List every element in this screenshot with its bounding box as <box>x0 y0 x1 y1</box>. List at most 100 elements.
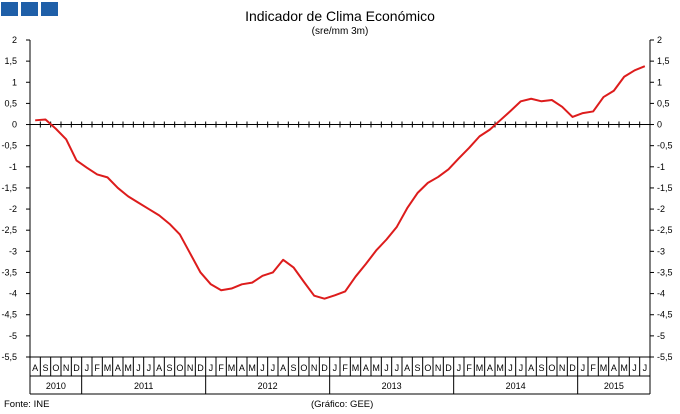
month-label: J <box>209 363 214 373</box>
year-label: 2012 <box>258 381 278 391</box>
month-label: J <box>384 363 389 373</box>
year-label: 2011 <box>134 381 153 391</box>
y-tick-label-left: -0,5 <box>1 141 17 151</box>
logo-block-1 <box>1 2 18 16</box>
month-label: A <box>239 363 245 373</box>
month-label: J <box>147 363 152 373</box>
month-label: M <box>600 363 608 373</box>
series-line <box>35 65 646 300</box>
chart-subtitle: (sre/mm 3m) <box>311 26 369 37</box>
month-label: O <box>300 363 307 373</box>
y-tick-label-right: -1,5 <box>657 183 673 193</box>
month-label: M <box>248 363 256 373</box>
month-label: S <box>538 363 544 373</box>
month-label: F <box>342 363 348 373</box>
y-tick-label-right: -4 <box>657 289 665 299</box>
source-note: Fonte: INE <box>4 399 50 410</box>
month-label: N <box>435 363 442 373</box>
y-tick-label-left: 0,5 <box>4 98 17 108</box>
month-label: M <box>352 363 360 373</box>
month-label: A <box>611 363 617 373</box>
month-label: M <box>372 363 380 373</box>
chart-title: Indicador de Clima Económico <box>245 8 435 24</box>
y-tick-label-left: -3 <box>9 246 17 256</box>
month-label: A <box>280 363 286 373</box>
y-tick-label-right: -2 <box>657 204 665 214</box>
year-label: 2013 <box>382 381 402 391</box>
month-label: D <box>73 363 80 373</box>
month-label: J <box>581 363 586 373</box>
month-label: J <box>508 363 513 373</box>
month-label: S <box>42 363 48 373</box>
y-tick-label-right: -3 <box>657 246 665 256</box>
logo-block-3 <box>41 2 58 16</box>
y-tick-label-right: -0,5 <box>657 141 673 151</box>
y-tick-label-left: -1,5 <box>1 183 17 193</box>
y-tick-label-right: 0 <box>657 120 662 130</box>
month-label: N <box>311 363 318 373</box>
month-label: M <box>496 363 504 373</box>
month-label: F <box>590 363 596 373</box>
y-tick-label-right: -4,5 <box>657 310 673 320</box>
month-label: N <box>187 363 194 373</box>
y-tick-label-left: -3,5 <box>1 267 17 277</box>
month-label: M <box>104 363 112 373</box>
month-label: J <box>136 363 141 373</box>
y-tick-label-right: 2 <box>657 35 662 45</box>
month-label: O <box>548 363 555 373</box>
month-label: M <box>476 363 484 373</box>
month-label: M <box>124 363 132 373</box>
y-tick-label-left: -5 <box>9 331 17 341</box>
month-label: M <box>620 363 628 373</box>
month-label: O <box>176 363 183 373</box>
year-label: 2010 <box>46 381 66 391</box>
y-tick-label-right: -3,5 <box>657 267 673 277</box>
y-tick-label-left: -2,5 <box>1 225 17 235</box>
month-label: F <box>94 363 100 373</box>
month-label: A <box>404 363 410 373</box>
month-label: J <box>260 363 265 373</box>
month-label: A <box>115 363 121 373</box>
y-tick-label-left: 1,5 <box>4 56 17 66</box>
month-label: D <box>569 363 576 373</box>
month-label: S <box>290 363 296 373</box>
month-label: J <box>395 363 400 373</box>
month-label: D <box>321 363 328 373</box>
y-tick-label-right: -5 <box>657 331 665 341</box>
month-label: D <box>445 363 452 373</box>
month-label: M <box>228 363 236 373</box>
y-tick-label-left: -4,5 <box>1 310 17 320</box>
y-tick-label-right: 1 <box>657 77 662 87</box>
y-tick-label-left: -1 <box>9 162 17 172</box>
month-label: J <box>271 363 276 373</box>
month-label: D <box>197 363 204 373</box>
month-label: S <box>166 363 172 373</box>
month-label: O <box>424 363 431 373</box>
month-label: J <box>519 363 524 373</box>
y-tick-label-right: 1,5 <box>657 56 670 66</box>
y-tick-label-left: 2 <box>12 35 17 45</box>
month-label: A <box>32 363 38 373</box>
y-tick-label-right: -1 <box>657 162 665 172</box>
year-label: 2014 <box>506 381 526 391</box>
month-label: O <box>52 363 59 373</box>
chart-credit: (Gráfico: GEE) <box>311 399 374 410</box>
y-tick-label-left: -5,5 <box>1 352 17 362</box>
month-label: J <box>457 363 462 373</box>
y-tick-label-left: 0 <box>12 120 17 130</box>
month-label: A <box>363 363 369 373</box>
month-label: A <box>528 363 534 373</box>
publisher-logo <box>1 2 58 16</box>
month-label: N <box>559 363 566 373</box>
month-label: S <box>414 363 420 373</box>
month-label: N <box>63 363 70 373</box>
month-label: J <box>643 363 648 373</box>
y-tick-label-left: -4 <box>9 289 17 299</box>
y-tick-label-left: 1 <box>12 77 17 87</box>
y-tick-label-right: 0,5 <box>657 98 670 108</box>
y-tick-label-right: -5,5 <box>657 352 673 362</box>
y-tick-label-left: -2 <box>9 204 17 214</box>
month-label: J <box>85 363 90 373</box>
month-label: A <box>156 363 162 373</box>
